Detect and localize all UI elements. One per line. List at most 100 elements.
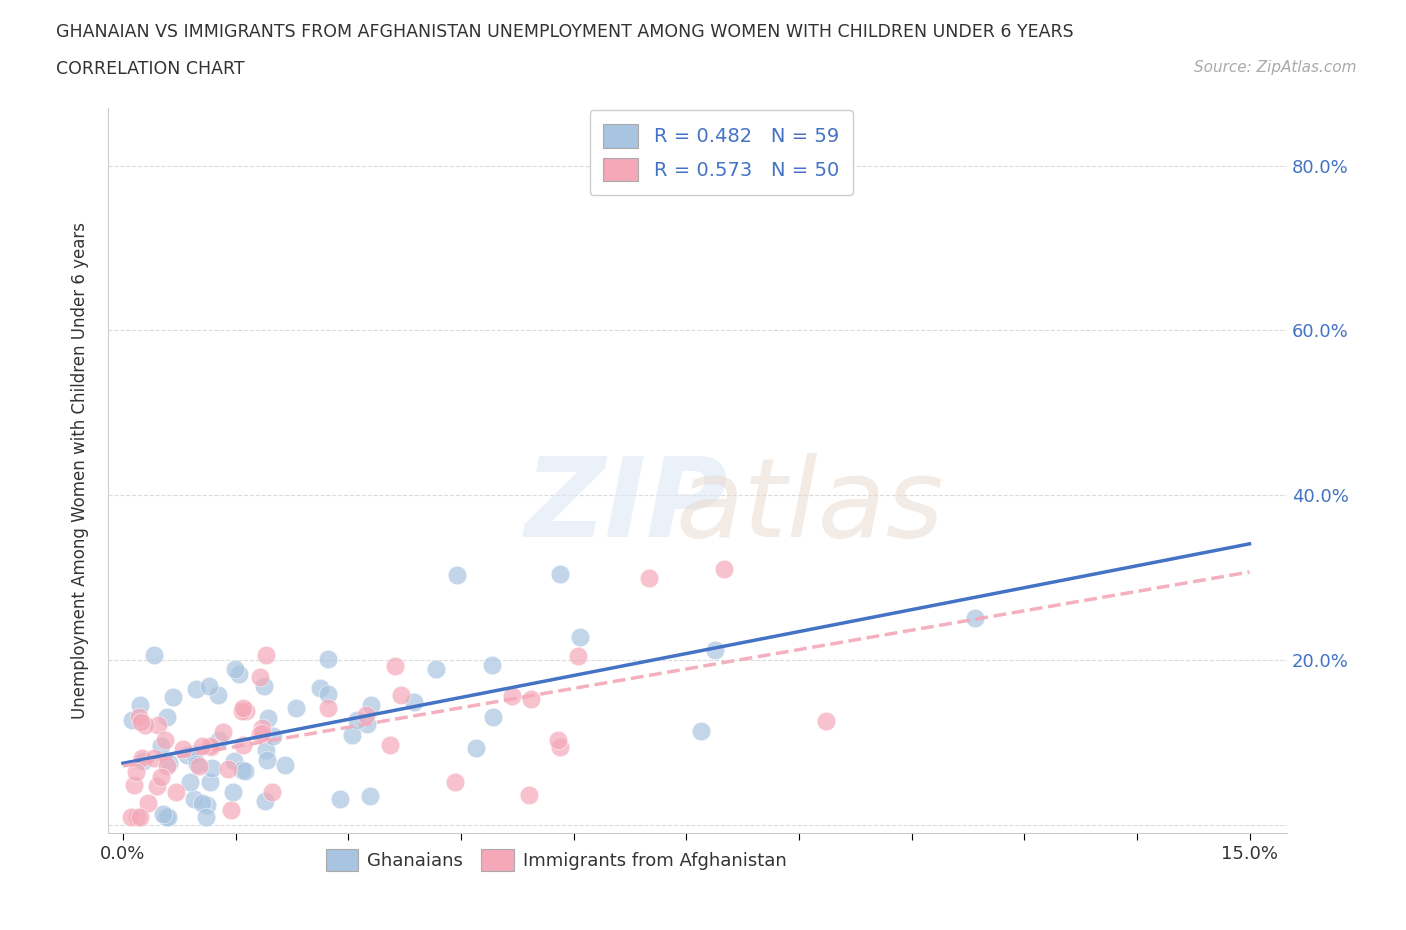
Point bbox=[713, 562, 735, 577]
Point bbox=[224, 753, 246, 768]
Point bbox=[200, 739, 222, 754]
Point bbox=[217, 761, 239, 776]
Point bbox=[329, 791, 352, 806]
Point bbox=[316, 651, 339, 666]
Point bbox=[156, 759, 179, 774]
Point bbox=[316, 686, 339, 701]
Point bbox=[481, 710, 503, 724]
Text: GHANAIAN VS IMMIGRANTS FROM AFGHANISTAN UNEMPLOYMENT AMONG WOMEN WITH CHILDREN U: GHANAIAN VS IMMIGRANTS FROM AFGHANISTAN … bbox=[56, 23, 1074, 41]
Point bbox=[380, 738, 402, 753]
Point bbox=[131, 751, 153, 765]
Point bbox=[195, 798, 218, 813]
Point bbox=[172, 741, 194, 756]
Point bbox=[148, 718, 170, 733]
Point bbox=[235, 704, 257, 719]
Point bbox=[145, 779, 167, 794]
Point bbox=[359, 789, 381, 804]
Point bbox=[262, 784, 284, 799]
Point bbox=[965, 610, 987, 625]
Point bbox=[155, 809, 177, 824]
Point bbox=[254, 742, 277, 757]
Point bbox=[257, 711, 280, 725]
Point bbox=[346, 713, 368, 728]
Point bbox=[191, 738, 214, 753]
Point bbox=[568, 630, 591, 644]
Point bbox=[231, 763, 253, 777]
Point bbox=[124, 764, 146, 779]
Point bbox=[231, 703, 253, 718]
Point bbox=[354, 708, 377, 723]
Point bbox=[157, 755, 180, 770]
Point bbox=[342, 728, 364, 743]
Point bbox=[637, 570, 659, 585]
Point bbox=[200, 775, 222, 790]
Point bbox=[195, 809, 218, 824]
Text: ZIP: ZIP bbox=[524, 453, 728, 560]
Point bbox=[517, 788, 540, 803]
Point bbox=[425, 661, 447, 676]
Point bbox=[127, 809, 149, 824]
Point bbox=[156, 710, 179, 724]
Point bbox=[384, 658, 406, 673]
Point bbox=[186, 756, 208, 771]
Point bbox=[389, 688, 412, 703]
Point bbox=[550, 739, 572, 754]
Point bbox=[132, 753, 155, 768]
Point bbox=[208, 733, 231, 748]
Point bbox=[157, 809, 180, 824]
Point bbox=[134, 718, 156, 733]
Point bbox=[128, 698, 150, 712]
Point bbox=[233, 764, 256, 778]
Point bbox=[162, 689, 184, 704]
Point bbox=[250, 725, 273, 740]
Point bbox=[143, 751, 166, 765]
Point bbox=[254, 647, 277, 662]
Point bbox=[221, 803, 243, 817]
Point bbox=[186, 682, 208, 697]
Point bbox=[129, 714, 152, 729]
Point bbox=[211, 724, 233, 739]
Point bbox=[191, 796, 214, 811]
Point bbox=[179, 775, 201, 790]
Point bbox=[273, 758, 295, 773]
Point bbox=[124, 777, 146, 792]
Point bbox=[129, 809, 152, 824]
Legend: Ghanaians, Immigrants from Afghanistan: Ghanaians, Immigrants from Afghanistan bbox=[318, 842, 793, 879]
Point bbox=[547, 732, 569, 747]
Point bbox=[224, 661, 246, 676]
Point bbox=[222, 784, 245, 799]
Point bbox=[198, 678, 221, 693]
Point bbox=[404, 695, 426, 710]
Point bbox=[121, 712, 143, 727]
Point bbox=[520, 691, 543, 706]
Point bbox=[814, 713, 837, 728]
Point bbox=[567, 649, 589, 664]
Point bbox=[360, 698, 382, 712]
Point bbox=[149, 738, 172, 753]
Point bbox=[465, 741, 488, 756]
Point bbox=[256, 752, 278, 767]
Point bbox=[249, 726, 271, 741]
Point bbox=[136, 796, 159, 811]
Point bbox=[309, 681, 332, 696]
Point bbox=[316, 700, 339, 715]
Point bbox=[228, 667, 250, 682]
Point bbox=[444, 775, 467, 790]
Point bbox=[143, 648, 166, 663]
Point bbox=[252, 721, 274, 736]
Point bbox=[153, 733, 176, 748]
Point bbox=[183, 747, 205, 762]
Point bbox=[201, 761, 224, 776]
Point bbox=[176, 748, 198, 763]
Point bbox=[183, 791, 205, 806]
Point bbox=[200, 738, 222, 753]
Point bbox=[262, 729, 284, 744]
Text: atlas: atlas bbox=[675, 453, 943, 560]
Point bbox=[253, 794, 276, 809]
Point bbox=[232, 738, 254, 753]
Point bbox=[501, 688, 523, 703]
Point bbox=[165, 784, 187, 799]
Point bbox=[207, 687, 229, 702]
Point bbox=[703, 643, 725, 658]
Text: CORRELATION CHART: CORRELATION CHART bbox=[56, 60, 245, 78]
